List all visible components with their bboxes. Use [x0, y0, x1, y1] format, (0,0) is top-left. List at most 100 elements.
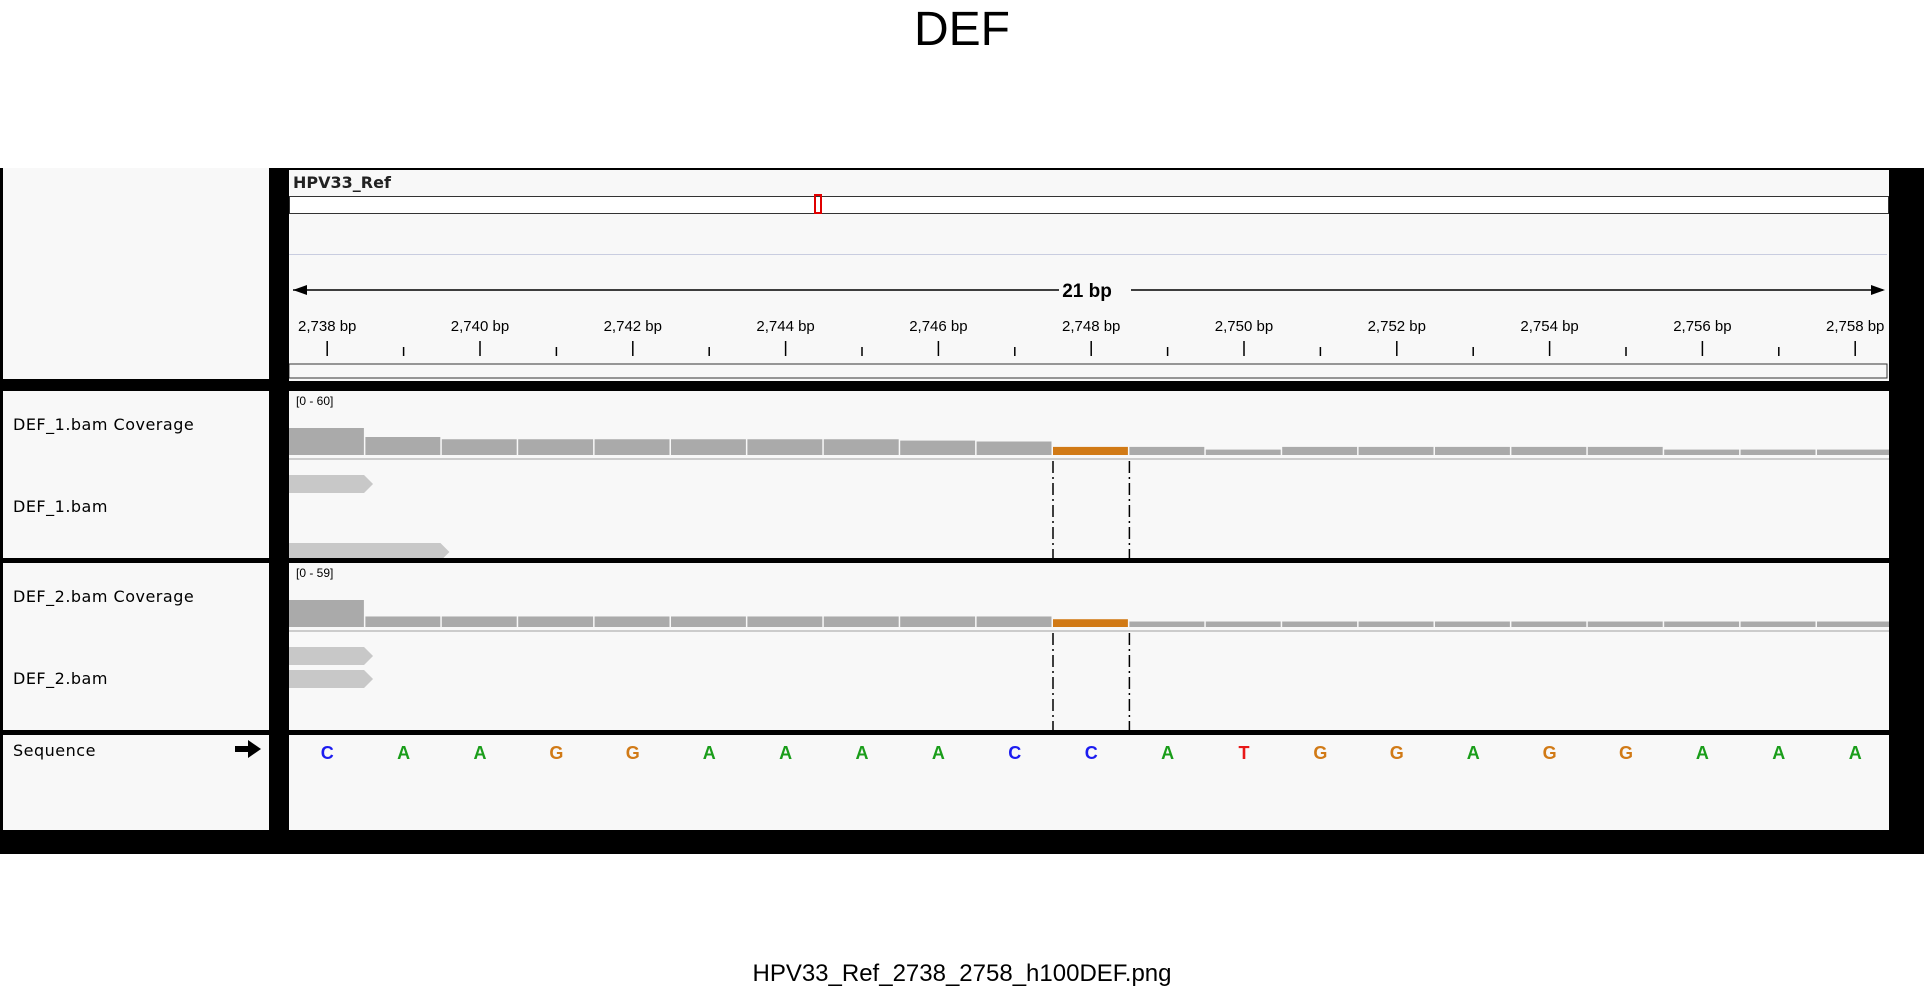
- name-panel-header: [3, 168, 269, 379]
- current-region-marker: [814, 194, 822, 214]
- coverage-range-def2: [0 - 59]: [296, 566, 334, 580]
- coverage-bar[interactable]: [365, 437, 441, 455]
- sequence-label: Sequence: [13, 741, 96, 760]
- ruler-tick-label: 2,738 bp: [298, 318, 356, 335]
- coverage-bar-mismatch[interactable]: [1053, 619, 1128, 627]
- coverage-bar[interactable]: [1664, 449, 1740, 455]
- read-alignment[interactable]: [289, 543, 450, 558]
- coverage-bar[interactable]: [365, 616, 441, 627]
- sequence-base: A: [779, 743, 792, 763]
- name-panel-def1: DEF_1.bam Coverage DEF_1.bam: [3, 391, 269, 558]
- coverage-bar[interactable]: [1205, 449, 1281, 455]
- coverage-bar[interactable]: [594, 616, 670, 627]
- coverage-bar[interactable]: [900, 616, 976, 627]
- coverage-bar[interactable]: [976, 616, 1052, 627]
- coverage-bar[interactable]: [1282, 621, 1358, 627]
- track-divider: [289, 630, 1889, 632]
- track-name-def1-bam[interactable]: DEF_1.bam: [13, 497, 108, 516]
- coverage-track-def2[interactable]: [289, 563, 1889, 730]
- sequence-base: A: [932, 743, 945, 763]
- coverage-bar[interactable]: [441, 616, 517, 627]
- coverage-bar[interactable]: [518, 616, 594, 627]
- ruler-tick-label: 2,742 bp: [604, 318, 662, 335]
- sequence-base: G: [1543, 743, 1557, 763]
- coverage-bar[interactable]: [1358, 446, 1434, 455]
- sequence-base: A: [1161, 743, 1174, 763]
- ruler-tick-label: 2,740 bp: [451, 318, 509, 335]
- track-name-def2-coverage[interactable]: DEF_2.bam Coverage: [13, 587, 195, 606]
- footer-filename: HPV33_Ref_2738_2758_h100DEF.png: [752, 960, 1172, 987]
- coverage-bar[interactable]: [900, 440, 976, 455]
- ruler-divider: [289, 254, 1887, 255]
- track-name-def1-coverage[interactable]: DEF_1.bam Coverage: [13, 415, 195, 434]
- coverage-bar[interactable]: [1587, 446, 1663, 455]
- coverage-bar[interactable]: [1587, 621, 1663, 627]
- coverage-bar[interactable]: [289, 600, 364, 627]
- sequence-base: A: [1772, 743, 1785, 763]
- ruler-tick-label: 2,752 bp: [1368, 318, 1426, 335]
- sequence-base: A: [397, 743, 410, 763]
- ruler-tick-label: 2,754 bp: [1520, 318, 1578, 335]
- sequence-base: A: [856, 743, 869, 763]
- coverage-bar[interactable]: [1740, 621, 1816, 627]
- ruler-baseline: [289, 363, 1888, 379]
- coverage-bar[interactable]: [1435, 446, 1510, 455]
- coverage-bar[interactable]: [441, 439, 517, 455]
- ruler-tick-label: 2,750 bp: [1215, 318, 1273, 335]
- track-divider: [289, 458, 1889, 460]
- ruler-panel: HPV33_Ref 2,738 bp 2,740 bp 2,742 bp 2,744 …: [289, 170, 1889, 381]
- ruler[interactable]: 2,738 bp 2,740 bp 2,742 bp 2,744 bp 2,746 bp…: [289, 256, 1889, 381]
- ruler-tick-label: 2,756 bp: [1673, 318, 1731, 335]
- ruler-tick-label: 2,748 bp: [1062, 318, 1120, 335]
- read-alignment[interactable]: [289, 647, 374, 665]
- coverage-bar[interactable]: [1817, 621, 1889, 627]
- coverage-bar[interactable]: [671, 439, 746, 455]
- sequence-base: A: [1696, 743, 1709, 763]
- sequence-base: G: [549, 743, 563, 763]
- sequence-base: G: [626, 743, 640, 763]
- coverage-bar[interactable]: [289, 428, 364, 455]
- strand-arrow-icon[interactable]: [235, 739, 263, 759]
- sequence-base: G: [1313, 743, 1327, 763]
- data-panel-def2: [0 - 59]: [289, 563, 1889, 730]
- sequence-base: T: [1239, 743, 1250, 763]
- coverage-bar[interactable]: [1664, 621, 1740, 627]
- arrow-left-icon: [293, 285, 307, 295]
- coverage-bar[interactable]: [976, 441, 1052, 456]
- coverage-bar[interactable]: [1435, 621, 1510, 627]
- coverage-bar[interactable]: [1205, 621, 1281, 627]
- sequence-base: A: [474, 743, 487, 763]
- coverage-bar[interactable]: [1817, 449, 1889, 455]
- coverage-bar[interactable]: [1740, 449, 1816, 455]
- name-panel-def2: DEF_2.bam Coverage DEF_2.bam: [3, 563, 269, 730]
- sequence-base: C: [1008, 743, 1021, 763]
- read-alignment[interactable]: [289, 670, 374, 688]
- ruler-tick-label: 2,746 bp: [909, 318, 967, 335]
- coverage-track-def1[interactable]: [289, 391, 1889, 558]
- coverage-bar[interactable]: [1282, 446, 1358, 455]
- coverage-bar[interactable]: [747, 616, 823, 627]
- sequence-base: A: [1849, 743, 1862, 763]
- coverage-bar[interactable]: [1129, 446, 1205, 455]
- coverage-bar[interactable]: [518, 439, 594, 455]
- coverage-bar[interactable]: [747, 439, 823, 455]
- ruler-tick-label: 2,744 bp: [756, 318, 814, 335]
- span-label: 21 bp: [1062, 281, 1112, 302]
- chromosome-ideogram[interactable]: [289, 196, 1889, 214]
- coverage-bar[interactable]: [1511, 446, 1587, 455]
- coverage-bar[interactable]: [594, 439, 670, 455]
- read-alignment[interactable]: [289, 475, 374, 493]
- coverage-bar[interactable]: [823, 616, 899, 627]
- coverage-bar[interactable]: [1511, 621, 1587, 627]
- coverage-bar-mismatch[interactable]: [1053, 446, 1128, 455]
- coverage-bar[interactable]: [1358, 621, 1434, 627]
- coverage-bar[interactable]: [823, 439, 899, 455]
- sequence-base: G: [1619, 743, 1633, 763]
- coverage-bar[interactable]: [1129, 621, 1205, 627]
- coverage-bar[interactable]: [671, 616, 746, 627]
- data-panel-def1: [0 - 60]: [289, 391, 1889, 558]
- coverage-range-def1: [0 - 60]: [296, 394, 334, 408]
- track-name-def2-bam[interactable]: DEF_2.bam: [13, 669, 108, 688]
